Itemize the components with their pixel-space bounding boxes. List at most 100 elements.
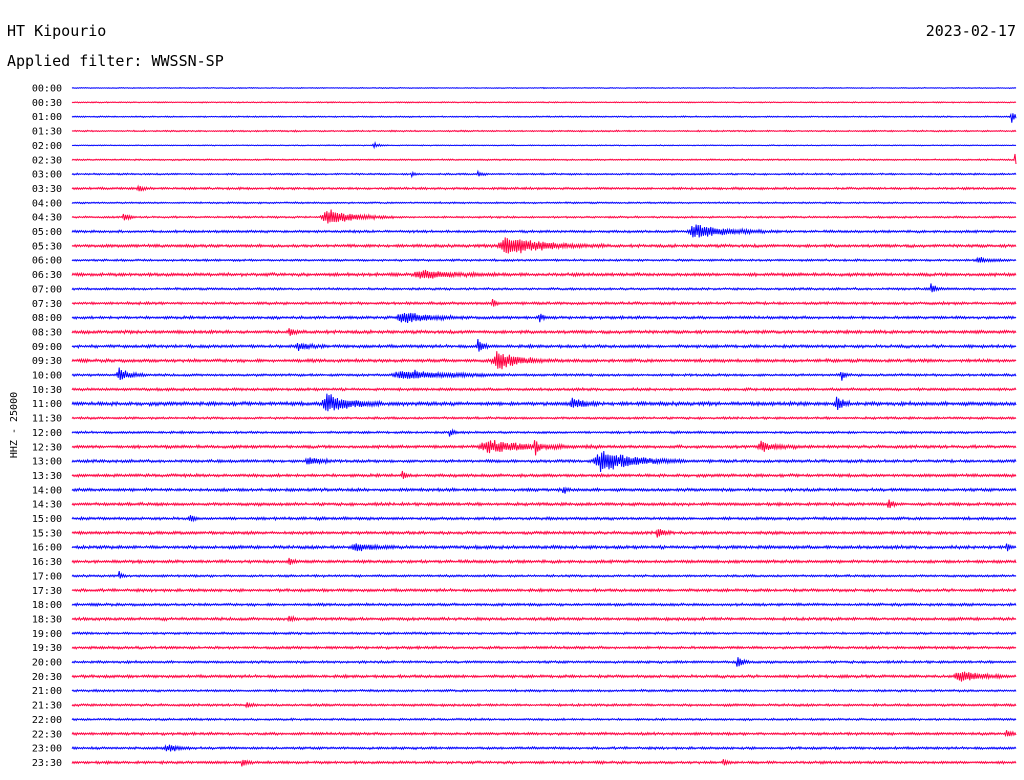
- time-tick-label: 08:00: [32, 313, 62, 324]
- time-tick-label: 10:00: [32, 371, 62, 382]
- trace-rows: [71, 86, 1017, 767]
- time-tick-label: 11:30: [32, 414, 62, 425]
- trace-line: [71, 393, 1017, 412]
- trace-line: [71, 141, 1017, 150]
- time-tick-label: 00:30: [32, 98, 62, 109]
- time-tick-label: 23:30: [32, 758, 62, 769]
- time-tick-label: 09:00: [32, 342, 62, 353]
- trace-line: [71, 688, 1017, 693]
- trace-line: [71, 101, 1017, 104]
- time-tick-label: 07:00: [32, 284, 62, 295]
- trace-line: [71, 450, 1017, 473]
- trace-line: [71, 499, 1017, 509]
- time-tick-label: 12:00: [32, 428, 62, 439]
- trace-line: [71, 386, 1017, 392]
- trace-line: [71, 283, 1017, 293]
- time-tick-label: 15:00: [32, 514, 62, 525]
- time-tick-label: 18:30: [32, 614, 62, 625]
- trace-line: [71, 671, 1017, 682]
- time-tick-label: 15:30: [32, 528, 62, 539]
- trace-line: [71, 237, 1017, 254]
- trace-line: [71, 428, 1017, 437]
- time-tick-label: 09:30: [32, 356, 62, 367]
- trace-line: [71, 351, 1017, 370]
- trace-line: [71, 645, 1017, 651]
- trace-line: [71, 630, 1017, 636]
- time-tick-label: 11:00: [32, 399, 62, 410]
- trace-line: [71, 470, 1017, 479]
- trace-line: [71, 543, 1017, 552]
- time-tick-label: 01:00: [32, 112, 62, 123]
- trace-line: [71, 758, 1017, 767]
- time-tick-label: 18:00: [32, 600, 62, 611]
- time-tick-label: 05:30: [32, 241, 62, 252]
- time-tick-label: 20:00: [32, 658, 62, 669]
- filter-label: Applied filter: WWSSN-SP: [7, 52, 224, 70]
- trace-line: [71, 557, 1017, 565]
- trace-line: [71, 602, 1017, 608]
- trace-line: [71, 184, 1017, 192]
- date-label: 2023-02-17: [926, 22, 1016, 40]
- time-tick-label: 22:30: [32, 729, 62, 740]
- trace-line: [71, 587, 1017, 593]
- trace-line: [71, 269, 1017, 279]
- trace-line: [71, 299, 1017, 307]
- trace-line: [71, 256, 1017, 264]
- trace-line: [71, 730, 1017, 738]
- time-tick-label: 21:30: [32, 701, 62, 712]
- time-tick-label: 12:30: [32, 442, 62, 453]
- trace-line: [71, 571, 1017, 579]
- time-tick-label: 16:30: [32, 557, 62, 568]
- trace-line: [71, 415, 1017, 421]
- trace-line: [71, 312, 1017, 324]
- trace-line: [71, 657, 1017, 667]
- time-tick-label: 01:30: [32, 127, 62, 138]
- time-tick-label: 07:30: [32, 299, 62, 310]
- time-tick-label: 16:00: [32, 543, 62, 554]
- trace-line: [71, 439, 1017, 456]
- trace-line: [71, 717, 1017, 722]
- trace-line: [71, 338, 1017, 352]
- trace-line: [71, 209, 1017, 224]
- trace-line: [71, 201, 1017, 205]
- time-tick-label: 13:30: [32, 471, 62, 482]
- trace-line: [71, 614, 1017, 623]
- time-tick-label: 17:00: [32, 571, 62, 582]
- time-tick-label: 02:00: [32, 141, 62, 152]
- trace-line: [71, 702, 1017, 709]
- time-tick-label: 03:00: [32, 170, 62, 181]
- time-tick-label: 17:30: [32, 586, 62, 597]
- trace-line: [71, 529, 1017, 538]
- time-tick-label: 13:00: [32, 457, 62, 468]
- time-tick-label: 19:30: [32, 643, 62, 654]
- channel-scale-label: HHZ - 25000: [9, 392, 20, 458]
- time-tick-label: 03:30: [32, 184, 62, 195]
- trace-line: [71, 744, 1017, 752]
- trace-line: [71, 224, 1017, 238]
- time-tick-label: 04:00: [32, 198, 62, 209]
- time-tick-label: 23:00: [32, 744, 62, 755]
- time-tick-label: 14:30: [32, 500, 62, 511]
- trace-line: [71, 169, 1017, 179]
- time-tick-label: 08:30: [32, 327, 62, 338]
- time-tick-label: 10:30: [32, 385, 62, 396]
- time-tick-label: 14:00: [32, 485, 62, 496]
- trace-line: [71, 112, 1017, 123]
- trace-line: [71, 129, 1017, 133]
- trace-line: [71, 153, 1017, 165]
- time-tick-label: 00:00: [32, 84, 62, 95]
- time-tick-label: 06:30: [32, 270, 62, 281]
- time-tick-label: 20:30: [32, 672, 62, 683]
- time-tick-label: 05:00: [32, 227, 62, 238]
- station-title: HT Kipourio: [7, 22, 106, 40]
- time-tick-label: 19:00: [32, 629, 62, 640]
- time-tick-label: 06:00: [32, 256, 62, 267]
- trace-line: [71, 328, 1017, 336]
- time-tick-label: 22:00: [32, 715, 62, 726]
- trace-line: [71, 486, 1017, 494]
- trace-line: [71, 86, 1017, 90]
- time-tick-labels: 00:00 00:30 01:00 01:30 02:00 02:30 03:00 03:30…: [32, 84, 62, 769]
- trace-line: [71, 367, 1017, 381]
- trace-line: [71, 515, 1017, 523]
